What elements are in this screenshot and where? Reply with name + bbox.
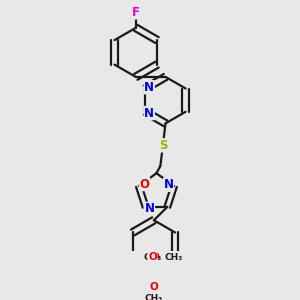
Text: CH₃: CH₃ — [164, 253, 182, 262]
Text: O: O — [140, 178, 149, 190]
Text: N: N — [144, 81, 154, 94]
Text: N: N — [164, 178, 173, 191]
Text: O: O — [149, 282, 158, 292]
Text: N: N — [144, 202, 154, 215]
Text: CH₃: CH₃ — [145, 294, 163, 300]
Text: N: N — [144, 106, 154, 119]
Text: O: O — [148, 252, 157, 262]
Text: O: O — [151, 252, 160, 262]
Text: CH₃: CH₃ — [144, 253, 162, 262]
Text: F: F — [132, 6, 140, 19]
Text: S: S — [159, 139, 167, 152]
